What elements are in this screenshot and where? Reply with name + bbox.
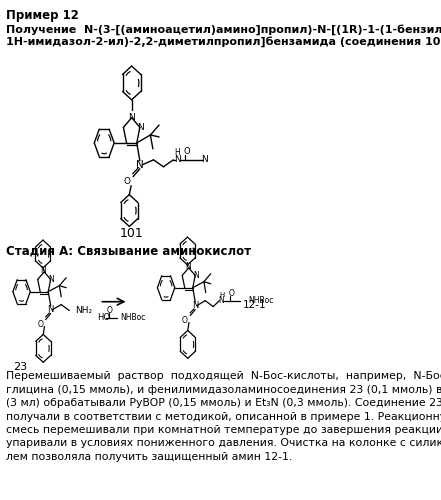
- Text: получали в соответствии с методикой, описанной в примере 1. Реакционную: получали в соответствии с методикой, опи…: [6, 412, 441, 422]
- Text: N: N: [41, 266, 46, 276]
- Text: глицина (0,15 ммоль), и фенилимидазоламиносоединения 23 (0,1 ммоль) в THF: глицина (0,15 ммоль), и фенилимидазолами…: [6, 384, 441, 394]
- Text: N: N: [137, 123, 144, 132]
- Text: N: N: [48, 305, 54, 314]
- Text: 101: 101: [120, 226, 143, 239]
- Text: N: N: [49, 275, 54, 284]
- Text: 23: 23: [13, 362, 27, 372]
- Text: N: N: [136, 160, 144, 170]
- Text: упаривали в условиях пониженного давления. Очистка на колонке с силикаге-: упаривали в условиях пониженного давлени…: [6, 438, 441, 448]
- Text: N: N: [218, 296, 224, 305]
- Text: H: H: [219, 292, 224, 298]
- Text: N: N: [193, 271, 199, 280]
- Text: N: N: [201, 156, 208, 164]
- Text: NHBoc: NHBoc: [248, 296, 273, 305]
- Text: Стадия А: Связывание аминокислот: Стадия А: Связывание аминокислот: [6, 245, 251, 258]
- Text: 1Н-имидазол-2-ил)-2,2-диметилпропил]бензамида (соединения 101): 1Н-имидазол-2-ил)-2,2-диметилпропил]бенз…: [6, 36, 441, 47]
- Text: HO: HO: [97, 313, 111, 322]
- Text: O: O: [124, 177, 131, 186]
- Text: (3 мл) обрабатывали PyBOP (0,15 ммоль) и Et₃N (0,3 ммоль). Соединение 23: (3 мл) обрабатывали PyBOP (0,15 ммоль) и…: [6, 398, 441, 408]
- Text: O: O: [37, 320, 43, 329]
- Text: N: N: [185, 262, 191, 272]
- Text: NHBoc: NHBoc: [120, 313, 146, 322]
- Text: O: O: [184, 148, 191, 156]
- Text: 12-1: 12-1: [243, 300, 267, 310]
- Text: H: H: [174, 148, 180, 158]
- Text: O: O: [182, 316, 187, 325]
- Text: лем позволяла получить защищенный амин 12-1.: лем позволяла получить защищенный амин 1…: [6, 452, 292, 462]
- Text: O: O: [107, 306, 113, 315]
- Text: N: N: [192, 301, 198, 310]
- Text: N: N: [174, 156, 180, 164]
- Text: O: O: [228, 289, 234, 298]
- Text: Перемешиваемый  раствор  подходящей  N-Бос-кислоты,  например,  N-Бос-: Перемешиваемый раствор подходящей N-Бос-…: [6, 372, 441, 382]
- Text: Пример 12: Пример 12: [6, 10, 79, 22]
- Text: NH₂: NH₂: [75, 306, 93, 315]
- Text: смесь перемешивали при комнатной температуре до завершения реакции и: смесь перемешивали при комнатной темпера…: [6, 425, 441, 435]
- Text: Получение  N-(3-[(аминоацетил)амино]пропил)-N-[(1R)-1-(1-бензил-4-фенил-: Получение N-(3-[(аминоацетил)амино]пропи…: [6, 24, 441, 35]
- Text: N: N: [128, 113, 135, 122]
